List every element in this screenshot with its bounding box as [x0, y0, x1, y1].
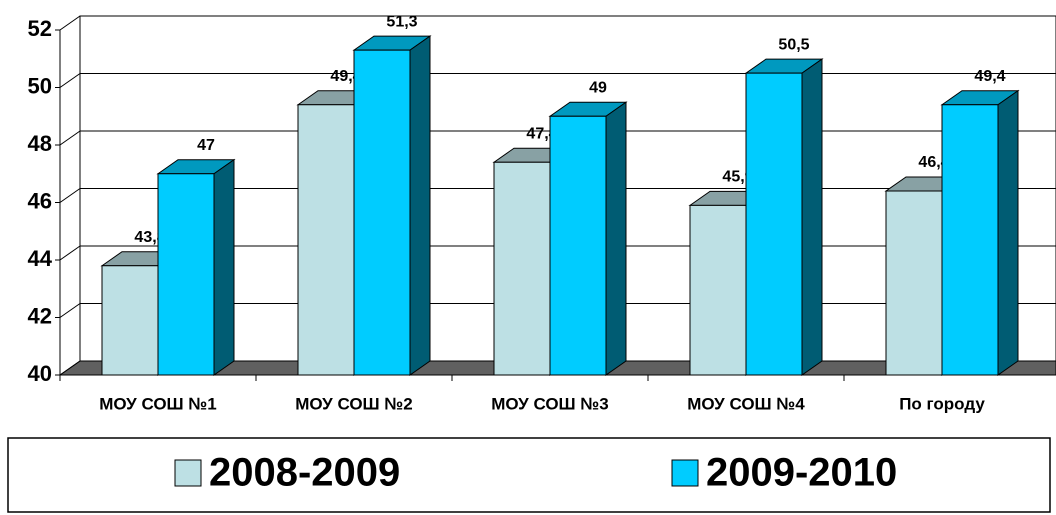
grid-line-depth — [59, 360, 81, 376]
bar — [941, 104, 999, 376]
data-label: 49 — [589, 79, 607, 96]
bar-side — [801, 58, 823, 376]
bar — [549, 115, 607, 376]
legend-label: 2008-2009 — [209, 451, 400, 495]
bar — [157, 173, 215, 376]
grid-line-depth — [59, 73, 81, 88]
y-tick-label: 42 — [28, 303, 52, 328]
bar-side — [605, 101, 627, 376]
grid-line-depth — [59, 303, 81, 318]
x-tick-label: МОУ СОШ №1 — [99, 394, 217, 413]
bar — [745, 72, 803, 376]
data-label: 49,4 — [974, 68, 1005, 85]
data-label: 47 — [197, 137, 215, 154]
grid-line-depth — [59, 15, 81, 31]
x-tick-label: МОУ СОШ №3 — [491, 394, 609, 413]
y-tick-label: 50 — [28, 73, 52, 98]
grid-line-depth — [59, 188, 81, 203]
bar — [885, 190, 943, 376]
y-tick-label: 48 — [28, 131, 52, 156]
y-tick-label: 44 — [28, 246, 53, 271]
x-tick-label: МОУ СОШ №4 — [687, 394, 805, 413]
y-tick-label: 52 — [28, 16, 52, 41]
legend-label: 2009-2010 — [706, 451, 897, 495]
bar — [689, 204, 747, 376]
y-tick-label: 40 — [28, 361, 52, 386]
bar-side — [997, 89, 1019, 376]
bar-side — [213, 158, 235, 376]
grid-line-depth — [59, 245, 81, 261]
bar — [493, 161, 551, 376]
data-label: 50,5 — [778, 36, 809, 53]
x-tick-label: По городу — [899, 394, 985, 413]
data-label: 51,3 — [386, 13, 417, 30]
x-tick-label: МОУ СОШ №2 — [295, 394, 413, 413]
grid-line-depth — [59, 130, 81, 146]
bar — [353, 49, 411, 376]
legend-swatch — [174, 459, 202, 487]
bar — [101, 265, 159, 376]
bar — [297, 104, 355, 376]
y-tick-label: 46 — [28, 188, 52, 213]
bar-side — [409, 35, 431, 376]
legend-swatch — [671, 459, 699, 487]
